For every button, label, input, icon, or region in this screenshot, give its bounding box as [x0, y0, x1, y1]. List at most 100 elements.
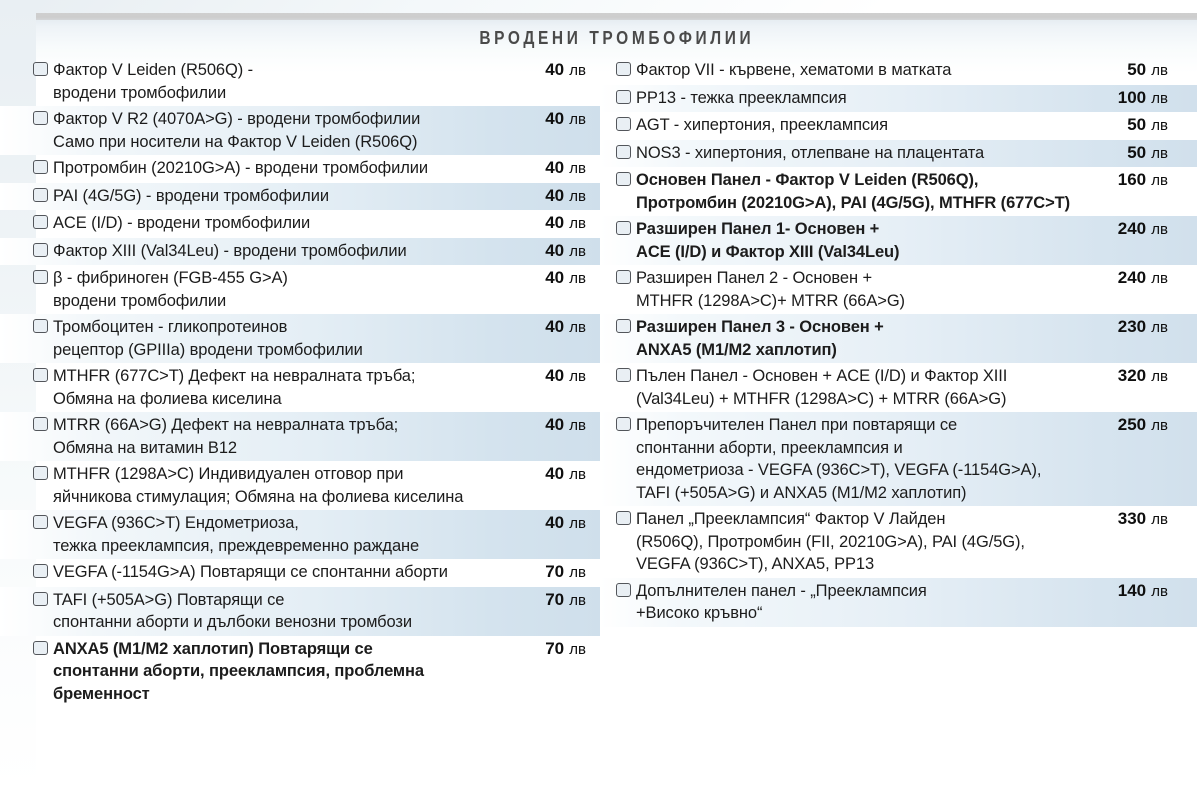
price-list-row[interactable]: β - фибриноген (FGB-455 G>A) вродени тром… — [33, 265, 586, 314]
price-list-row[interactable]: Препоръчителен Панел при повтарящи се спо… — [600, 412, 1197, 506]
price-list-row[interactable]: ACE (I/D) - вродени тромбофилии 40 лв — [33, 210, 586, 238]
price-list-row[interactable]: TAFI (+505A>G) Повтарящи се спонтанни або… — [0, 586, 600, 636]
checkbox-icon[interactable] — [33, 564, 48, 578]
checkbox-icon[interactable] — [33, 591, 48, 606]
price-list-row[interactable]: Протромбин (20210G>A) - вродени тромбофи… — [33, 155, 586, 183]
price-amount: 70 — [545, 638, 565, 658]
checkbox-icon[interactable] — [33, 160, 48, 174]
price: 160 лв — [1106, 169, 1168, 193]
test-name: VEGFA (936C>T) Ендометриоза, тежка преекл… — [53, 512, 524, 557]
price-list-row[interactable]: VEGFA (936C>T) Ендометриоза, тежка преекл… — [0, 510, 600, 559]
price-currency: лв — [1147, 62, 1168, 79]
checkbox-icon[interactable] — [616, 117, 631, 131]
test-name-continuation: +Високо кръвно“ — [636, 604, 763, 622]
test-name-line: PP13 - тежка прееклампсия — [636, 88, 847, 107]
checkbox-icon[interactable] — [616, 270, 631, 284]
checkbox-icon[interactable] — [33, 515, 48, 529]
price-list-row[interactable]: Разширен Панел 3 - Основен + ANXA5 (M1/M2… — [600, 314, 1197, 363]
price-amount: 240 — [1117, 219, 1147, 238]
price-list-row[interactable]: Фактор V R2 (4070A>G) - вродени тромбофи… — [0, 106, 600, 155]
checkbox-icon[interactable] — [33, 368, 48, 382]
price-currency: лв — [1147, 319, 1168, 336]
price-list-row[interactable]: AGT - хипертония, прееклампсия 50 лв — [616, 112, 1168, 140]
checkbox-icon[interactable] — [616, 221, 631, 235]
price-currency: лв — [565, 160, 586, 177]
test-name-line: β - фибриноген (FGB-455 G>A) — [53, 269, 288, 287]
test-name: Разширен Панел 2 - Основен + MTHFR (1298A… — [636, 267, 1106, 312]
price-list-row[interactable]: Фактор VII - кървене, хематоми в матката… — [616, 57, 1168, 85]
price: 100 лв — [1106, 87, 1168, 111]
price-list-row[interactable]: Фактор XIII (Val34Leu) - вродени тромбоф… — [0, 237, 600, 266]
price-list-row[interactable]: Тромбоцитен - гликопротеинов рецептор (GP… — [0, 314, 600, 363]
test-name: Фактор V R2 (4070A>G) - вродени тромбофи… — [53, 108, 524, 153]
checkbox-icon[interactable] — [33, 242, 48, 257]
test-name-continuation: (Val34Leu) + MTHFR (1298A>C) + MTRR (66A… — [636, 389, 1007, 408]
test-name: ANXA5 (M1/M2 хаплотип) Повтарящи се спонт… — [53, 638, 524, 706]
checkbox-icon[interactable] — [33, 319, 48, 333]
price: 40 лв — [524, 463, 586, 487]
price-list-row[interactable]: ANXA5 (M1/M2 хаплотип) Повтарящи се спонт… — [33, 636, 586, 708]
price: 50 лв — [1106, 142, 1168, 166]
price-amount: 40 — [545, 464, 565, 483]
price-amount: 70 — [545, 589, 565, 609]
checkbox-icon[interactable] — [33, 270, 48, 284]
price: 40 лв — [524, 108, 586, 132]
test-name-continuation: ендометриоза - VEGFA (936C>T), VEGFA (-1… — [636, 461, 1042, 479]
price-amount: 40 — [545, 415, 565, 434]
checkbox-icon[interactable] — [616, 319, 631, 333]
checkbox-icon[interactable] — [616, 62, 631, 76]
checkbox-icon[interactable] — [616, 511, 631, 525]
price-list-row[interactable]: Пълен Панел - Основен + ACE (I/D) и Факт… — [616, 363, 1168, 412]
checkbox-icon[interactable] — [33, 417, 48, 431]
price-list-row[interactable]: VEGFA (-1154G>A) Повтарящи се спонтанни … — [33, 559, 586, 587]
test-name-continuation: Протромбин (20210G>A), PAI (4G/5G), MTHF… — [636, 193, 1071, 212]
test-name: Пълен Панел - Основен + ACE (I/D) и Факт… — [636, 365, 1106, 410]
price-currency: лв — [1147, 221, 1168, 238]
checkbox-icon[interactable] — [616, 368, 631, 382]
price-list-row[interactable]: Панел „Прееклампсия“ Фактор V Лайден (R50… — [616, 506, 1168, 578]
checkbox-icon[interactable] — [33, 111, 48, 125]
price-amount: 160 — [1117, 170, 1147, 189]
test-name: Фактор XIII (Val34Leu) - вродени тромбоф… — [53, 240, 524, 263]
checkbox-icon[interactable] — [616, 89, 631, 104]
test-name-continuation: (R506Q), Протромбин (FII, 20210G>A), PAI… — [636, 532, 1025, 551]
price-list-row[interactable]: Разширен Панел 2 - Основен + MTHFR (1298A… — [616, 265, 1168, 314]
test-name: Разширен Панел 3 - Основен + ANXA5 (M1/M2… — [636, 316, 1106, 361]
price-list-row[interactable]: PAI (4G/5G) - вродени тромбофилии 40 лв — [0, 182, 600, 211]
price-amount: 40 — [545, 317, 565, 336]
checkbox-icon[interactable] — [33, 466, 48, 480]
price-currency: лв — [565, 62, 586, 79]
test-name: Основен Панел - Фактор V Leiden (R506Q),… — [636, 169, 1106, 214]
price-list-row[interactable]: Разширен Панел 1- Основен + ACE (I/D) и Ф… — [600, 216, 1197, 265]
price-amount: 50 — [1127, 60, 1147, 79]
price-list-row[interactable]: MTHFR (1298A>C) Индивидуален отговор при… — [33, 461, 586, 510]
test-name: Препоръчителен Панел при повтарящи се спо… — [636, 414, 1106, 504]
price-list-row[interactable]: Основен Панел - Фактор V Leiden (R506Q),… — [616, 167, 1168, 216]
checkbox-icon[interactable] — [616, 172, 631, 186]
price-amount: 50 — [1127, 142, 1147, 162]
test-name-continuation: яйчникова стимулация; Обмяна на фолиева … — [53, 487, 464, 506]
test-name: Фактор V Leiden (R506Q) - вродени тромбоф… — [53, 59, 524, 104]
checkbox-icon[interactable] — [616, 582, 631, 597]
price: 40 лв — [524, 185, 586, 209]
checkbox-icon[interactable] — [616, 417, 631, 431]
test-name-continuation: Само при носители на Фактор V Leiden (R5… — [53, 132, 418, 151]
checkbox-icon[interactable] — [616, 144, 631, 159]
test-name: VEGFA (-1154G>A) Повтарящи се спонтанни … — [53, 561, 524, 584]
price-list-row[interactable]: MTRR (66A>G) Дефект на невралната тръба;… — [0, 412, 600, 461]
price-list-row[interactable]: NOS3 - хипертония, отлепване на плацента… — [600, 139, 1197, 168]
checkbox-icon[interactable] — [33, 187, 48, 202]
test-name: β - фибриноген (FGB-455 G>A) вродени тром… — [53, 267, 524, 312]
price-list-row[interactable]: PP13 - тежка прееклампсия 100 лв — [600, 84, 1197, 113]
price-currency: лв — [1147, 368, 1168, 385]
page-header: ВРОДЕНИ ТРОМБОФИЛИИ — [36, 22, 1197, 54]
checkbox-icon[interactable] — [33, 215, 48, 229]
test-name: Панел „Прееклампсия“ Фактор V Лайден (R50… — [636, 508, 1106, 576]
checkbox-icon[interactable] — [33, 640, 48, 655]
price-amount: 50 — [1127, 115, 1147, 134]
checkbox-icon[interactable] — [33, 62, 48, 76]
price-list-row[interactable]: MTHFR (677C>T) Дефект на невралната тръб… — [33, 363, 586, 412]
price-list-row[interactable]: Допълнителен панел - „Прееклампсия +Висок… — [600, 577, 1197, 627]
test-name-continuation: ACE (I/D) и Фактор XIII (Val34Leu) — [636, 242, 900, 261]
price-list-row[interactable]: Фактор V Leiden (R506Q) - вродени тромбоф… — [33, 57, 586, 106]
